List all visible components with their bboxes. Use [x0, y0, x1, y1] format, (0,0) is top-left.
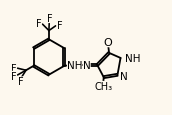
Text: F: F — [36, 19, 42, 29]
Text: N: N — [83, 60, 91, 70]
Text: F: F — [57, 21, 62, 31]
Text: O: O — [104, 38, 113, 48]
Text: N: N — [120, 71, 127, 81]
Text: F: F — [47, 14, 52, 24]
Text: F: F — [11, 63, 17, 73]
Text: CH₃: CH₃ — [94, 81, 112, 91]
Text: F: F — [18, 77, 24, 87]
Text: NH: NH — [67, 60, 82, 70]
Text: NH: NH — [125, 53, 141, 63]
Text: F: F — [11, 71, 17, 81]
